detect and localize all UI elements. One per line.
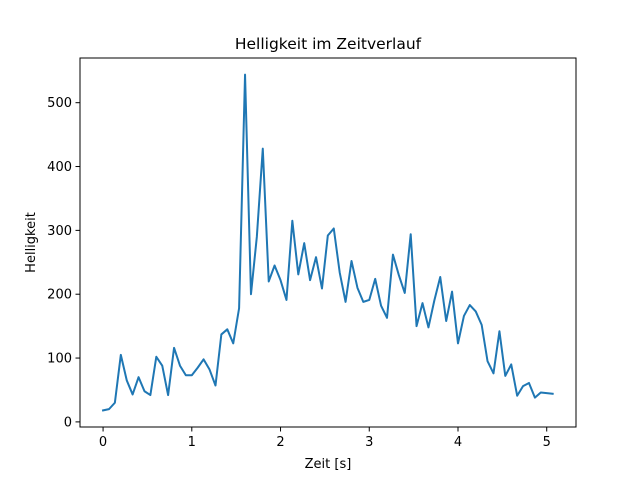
- x-tick-label: 4: [454, 435, 462, 450]
- x-tick-label: 3: [365, 435, 373, 450]
- x-tick-label: 2: [276, 435, 284, 450]
- ticks-layer: 0 1 2 3 4 5 0 100 200 300 400 500: [47, 96, 551, 450]
- series-line-0: [101, 73, 554, 412]
- y-tick-label: 500: [47, 96, 72, 111]
- y-tick-label: 0: [64, 415, 72, 430]
- y-tick-label: 300: [47, 224, 72, 239]
- x-axis-label: Zeit [s]: [305, 457, 352, 472]
- y-axis-label: Helligkeit: [24, 212, 39, 273]
- plot-layer: [101, 73, 554, 412]
- y-tick-label: 200: [47, 288, 72, 303]
- chart-title: Helligkeit im Zeitverlauf: [235, 35, 422, 53]
- y-tick-label: 400: [47, 160, 72, 175]
- x-tick-label: 1: [188, 435, 196, 450]
- x-tick-label: 0: [99, 435, 107, 450]
- y-tick-label: 100: [47, 352, 72, 367]
- x-tick-label: 5: [543, 435, 551, 450]
- plot-frame: [79, 57, 577, 428]
